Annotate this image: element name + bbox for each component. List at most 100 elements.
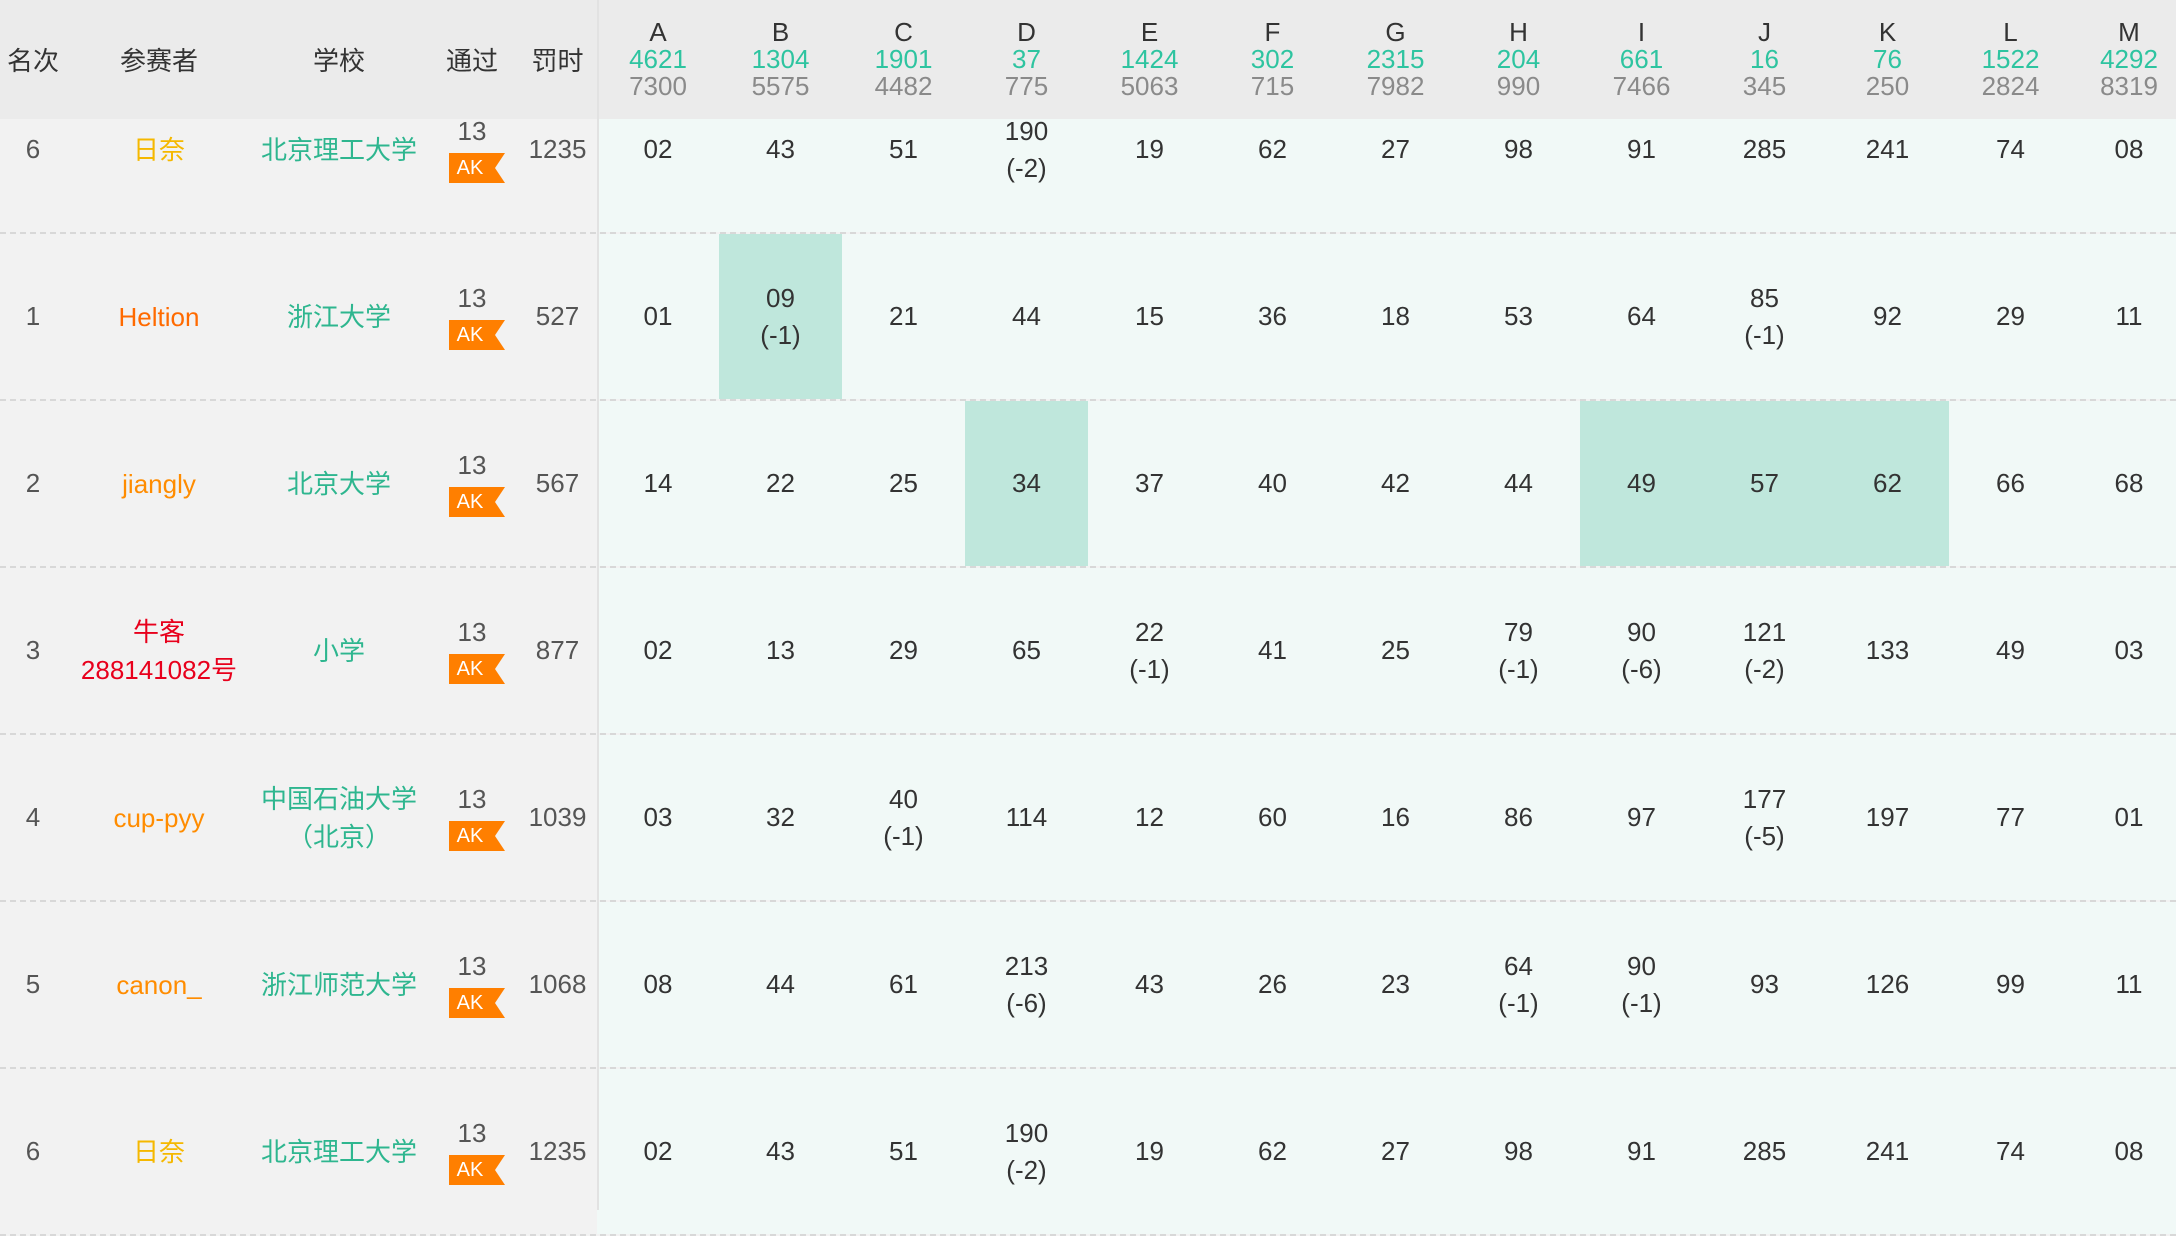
problem-cell-m[interactable]: 68 xyxy=(2072,401,2176,566)
problem-cell-l[interactable]: 77 xyxy=(1949,735,2072,900)
problem-cell-j[interactable]: 177 (-5) xyxy=(1703,735,1826,900)
problem-cell-f[interactable]: 40 xyxy=(1211,401,1334,566)
problem-cell-c[interactable]: 40 (-1) xyxy=(842,735,965,900)
problem-cell-c[interactable]: 29 xyxy=(842,568,965,733)
problem-header-j[interactable]: J 16 345 xyxy=(1703,0,1826,119)
problem-cell-d[interactable]: 34 xyxy=(965,401,1088,566)
problem-cell-g[interactable]: 18 xyxy=(1334,234,1457,399)
problem-cell-k[interactable]: 241 xyxy=(1826,1069,1949,1234)
problem-cell-f[interactable]: 62 xyxy=(1211,1069,1334,1234)
problem-cell-i[interactable]: 64 xyxy=(1580,234,1703,399)
problem-cell-j[interactable]: 285 xyxy=(1703,119,1826,232)
contestant-name[interactable]: 日奈 xyxy=(132,1136,185,1167)
problem-cell-g[interactable]: 23 xyxy=(1334,902,1457,1067)
problem-cell-d[interactable]: 213 (-6) xyxy=(965,902,1088,1067)
problem-cell-l[interactable]: 99 xyxy=(1949,902,2072,1067)
problem-header-k[interactable]: K 76 250 xyxy=(1826,0,1949,119)
problem-cell-b[interactable]: 44 xyxy=(719,902,842,1067)
problem-cell-g[interactable]: 27 xyxy=(1334,119,1457,232)
problem-cell-b[interactable]: 43 xyxy=(719,1069,842,1234)
problem-cell-g[interactable]: 25 xyxy=(1334,568,1457,733)
problem-cell-a[interactable]: 14 xyxy=(597,401,719,566)
problem-cell-b[interactable]: 09 (-1) xyxy=(719,234,842,399)
problem-cell-f[interactable]: 36 xyxy=(1211,234,1334,399)
problem-cell-m[interactable]: 08 xyxy=(2072,119,2176,232)
problem-header-e[interactable]: E 1424 5063 xyxy=(1088,0,1211,119)
problem-cell-i[interactable]: 91 xyxy=(1580,119,1703,232)
contestant-name[interactable]: canon_ xyxy=(116,969,202,1000)
problem-cell-h[interactable]: 64 (-1) xyxy=(1457,902,1580,1067)
problem-header-d[interactable]: D 37 775 xyxy=(965,0,1088,119)
problem-cell-b[interactable]: 43 xyxy=(719,119,842,232)
problem-header-c[interactable]: C 1901 4482 xyxy=(842,0,965,119)
problem-header-m[interactable]: M 4292 8319 xyxy=(2072,0,2176,119)
problem-cell-h[interactable]: 98 xyxy=(1457,1069,1580,1234)
penalty-header[interactable]: 罚时 xyxy=(531,46,584,76)
problem-cell-j[interactable]: 121 (-2) xyxy=(1703,568,1826,733)
problem-cell-j[interactable]: 85 (-1) xyxy=(1703,234,1826,399)
problem-cell-j[interactable]: 285 xyxy=(1703,1069,1826,1234)
problem-cell-i[interactable]: 49 xyxy=(1580,401,1703,566)
problem-cell-l[interactable]: 49 xyxy=(1949,568,2072,733)
problem-cell-l[interactable]: 29 xyxy=(1949,234,2072,399)
problem-cell-e[interactable]: 43 xyxy=(1088,902,1211,1067)
problem-header-g[interactable]: G 2315 7982 xyxy=(1334,0,1457,119)
problem-cell-m[interactable]: 11 xyxy=(2072,234,2176,399)
problem-cell-h[interactable]: 53 xyxy=(1457,234,1580,399)
rank-header[interactable]: 名次 xyxy=(6,46,59,76)
problem-cell-g[interactable]: 27 xyxy=(1334,1069,1457,1234)
problem-cell-c[interactable]: 21 xyxy=(842,234,965,399)
problem-cell-c[interactable]: 51 xyxy=(842,1069,965,1234)
problem-cell-c[interactable]: 61 xyxy=(842,902,965,1067)
problem-cell-m[interactable]: 08 xyxy=(2072,1069,2176,1234)
problem-cell-b[interactable]: 22 xyxy=(719,401,842,566)
problem-cell-f[interactable]: 26 xyxy=(1211,902,1334,1067)
problem-header-i[interactable]: I 661 7466 xyxy=(1580,0,1703,119)
problem-cell-i[interactable]: 90 (-1) xyxy=(1580,902,1703,1067)
problem-cell-m[interactable]: 01 xyxy=(2072,735,2176,900)
problem-cell-j[interactable]: 93 xyxy=(1703,902,1826,1067)
problem-cell-k[interactable]: 241 xyxy=(1826,119,1949,232)
school-header[interactable]: 学校 xyxy=(312,46,365,76)
problem-cell-j[interactable]: 57 xyxy=(1703,401,1826,566)
problem-cell-d[interactable]: 114 xyxy=(965,735,1088,900)
problem-header-f[interactable]: F 302 715 xyxy=(1211,0,1334,119)
problem-cell-b[interactable]: 13 xyxy=(719,568,842,733)
contestant-name[interactable]: 牛客288141082号 xyxy=(80,616,238,685)
problem-cell-l[interactable]: 74 xyxy=(1949,119,2072,232)
problem-cell-g[interactable]: 42 xyxy=(1334,401,1457,566)
problem-cell-d[interactable]: 190 (-2) xyxy=(965,119,1088,232)
problem-cell-h[interactable]: 98 xyxy=(1457,119,1580,232)
problem-cell-d[interactable]: 190 (-2) xyxy=(965,1069,1088,1234)
problem-cell-d[interactable]: 65 xyxy=(965,568,1088,733)
problem-cell-e[interactable]: 37 xyxy=(1088,401,1211,566)
contestant-name[interactable]: jiangly xyxy=(122,468,196,499)
contestant-name[interactable]: cup-pyy xyxy=(113,802,205,833)
problem-cell-e[interactable]: 19 xyxy=(1088,119,1211,232)
contestant-name[interactable]: Heltion xyxy=(118,301,200,332)
problem-cell-k[interactable]: 126 xyxy=(1826,902,1949,1067)
problem-cell-a[interactable]: 02 xyxy=(597,568,719,733)
problem-cell-h[interactable]: 79 (-1) xyxy=(1457,568,1580,733)
problem-cell-a[interactable]: 02 xyxy=(597,119,719,232)
problem-cell-i[interactable]: 97 xyxy=(1580,735,1703,900)
problem-cell-a[interactable]: 02 xyxy=(597,1069,719,1234)
problem-cell-k[interactable]: 62 xyxy=(1826,401,1949,566)
problem-cell-k[interactable]: 133 xyxy=(1826,568,1949,733)
solved-header[interactable]: 通过 xyxy=(445,46,498,76)
problem-cell-e[interactable]: 19 xyxy=(1088,1069,1211,1234)
problem-cell-m[interactable]: 03 xyxy=(2072,568,2176,733)
problem-cell-e[interactable]: 22 (-1) xyxy=(1088,568,1211,733)
problem-cell-i[interactable]: 90 (-6) xyxy=(1580,568,1703,733)
problem-cell-e[interactable]: 15 xyxy=(1088,234,1211,399)
problem-cell-i[interactable]: 91 xyxy=(1580,1069,1703,1234)
problem-header-h[interactable]: H 204 990 xyxy=(1457,0,1580,119)
problem-cell-k[interactable]: 197 xyxy=(1826,735,1949,900)
problem-cell-g[interactable]: 16 xyxy=(1334,735,1457,900)
contestant-header[interactable]: 参赛者 xyxy=(119,46,198,76)
problem-cell-d[interactable]: 44 xyxy=(965,234,1088,399)
contestant-name[interactable]: 日奈 xyxy=(132,134,185,165)
problem-cell-f[interactable]: 60 xyxy=(1211,735,1334,900)
problem-cell-a[interactable]: 01 xyxy=(597,234,719,399)
problem-cell-a[interactable]: 08 xyxy=(597,902,719,1067)
